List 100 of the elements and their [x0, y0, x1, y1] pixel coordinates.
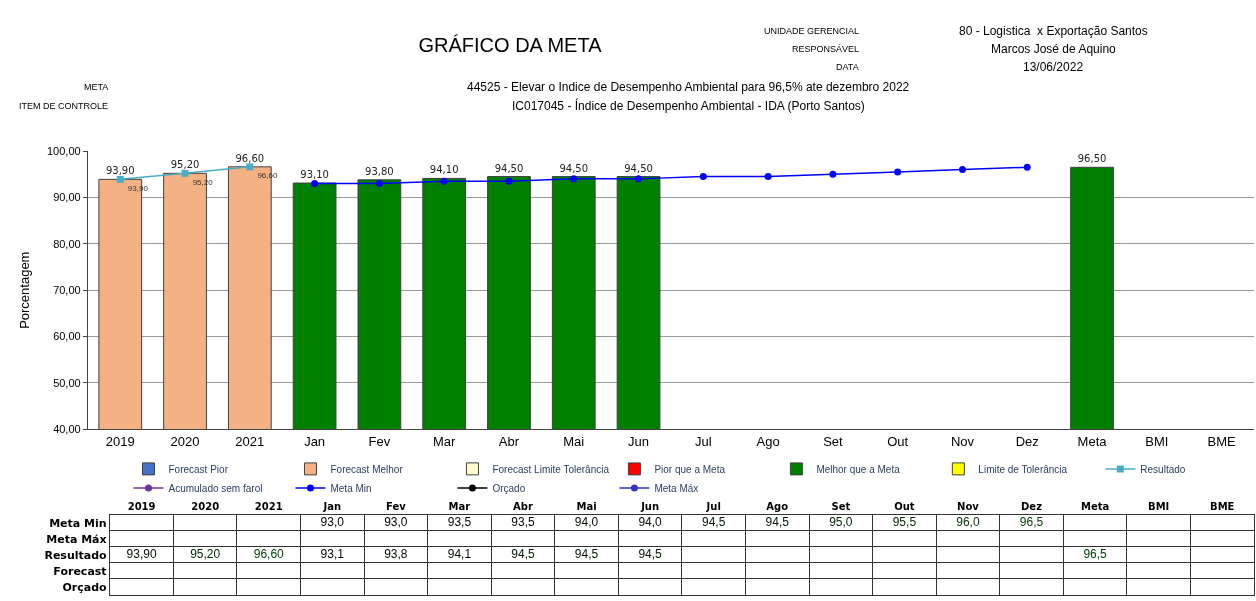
data-label: 93,5 [511, 514, 535, 529]
data-label: 94,50 [494, 162, 524, 174]
x-tick-label: Fev [368, 433, 391, 449]
text: 13/06/2022 [1023, 60, 1084, 74]
point [894, 168, 902, 176]
x-tick-label: Set [831, 500, 851, 512]
point [958, 166, 966, 174]
data-label: 94,50 [624, 162, 653, 174]
data-label: 96,0 [956, 514, 980, 529]
data-label: 93,90 [105, 165, 135, 177]
x-tick-label: Jan [322, 500, 342, 512]
point [635, 175, 643, 183]
x-tick-label: Meta [1080, 500, 1110, 512]
point [181, 169, 189, 177]
x-tick-label: 2020 [170, 433, 200, 449]
x-tick-label: 2021 [235, 433, 265, 449]
x-tick-label: BME [1210, 500, 1235, 512]
x-tick-label: Jul [695, 433, 712, 449]
x-tick-label: Jul [705, 500, 721, 512]
data-label: 94,5 [765, 514, 790, 529]
data-label: 94,1 [447, 546, 472, 561]
data-label: 93,0 [320, 514, 345, 529]
legend-label: Resultado [1140, 463, 1186, 475]
x-tick-label: BMI [1148, 500, 1170, 512]
text: 44525 - Elevar o Indice de Desempenho Ambiental para 96,5% ate dezembro 2022 [467, 80, 910, 94]
data-label: 94,50 [559, 162, 589, 174]
data-label: 96,50 [1077, 153, 1107, 165]
x-tick-label: Ago [756, 433, 780, 449]
legend-label: Acumulado sem farol [168, 482, 263, 494]
y-tick-label: Orçado [62, 580, 108, 594]
text: 80 - Logistica x Exportação Santos [959, 24, 1148, 38]
data-label: 96,5 [1083, 546, 1108, 561]
legend-label: Melhor que a Meta [816, 463, 901, 475]
data-label: 94,0 [574, 514, 599, 529]
data-label: 93,8 [384, 546, 408, 561]
x-tick-label: Nov [950, 433, 975, 449]
data-label: 94,5 [638, 546, 663, 561]
x-tick-label: 2020 [191, 500, 220, 512]
x-tick-label: Dez [1021, 500, 1043, 512]
point [375, 180, 383, 188]
x-tick-label: Mai [563, 433, 585, 449]
point [829, 170, 837, 178]
x-tick-label: Dez [1015, 433, 1039, 449]
chart-title: GRÁFICO DA META [418, 34, 603, 56]
x-tick-label: Jun [628, 433, 650, 449]
data-label: 93,10 [300, 169, 329, 181]
legend-label: Orçado [492, 482, 526, 494]
y-tick-label: Forecast [53, 564, 107, 578]
x-tick-label: Ago [766, 500, 789, 512]
point [311, 180, 319, 188]
x-tick-label: Mai [576, 500, 597, 512]
text: Marcos José de Aquino [991, 42, 1117, 56]
y-tick-label: 100,00 [47, 144, 81, 157]
data-label: 94,0 [638, 514, 663, 529]
y-axis-title: Porcentagem [16, 251, 32, 329]
point [505, 177, 513, 185]
point [440, 177, 448, 185]
y-tick-label: 90,00 [53, 191, 81, 204]
data-label: 96,60 [253, 546, 285, 561]
data-label: 95,20 [170, 159, 200, 171]
x-tick-label: BME [1207, 433, 1237, 449]
legend-label: Meta Min [330, 482, 372, 494]
text: IC017045 - Índice de Desempenho Ambiental - IDA (Porto Santos) [512, 98, 865, 113]
data-label: 96,60 [235, 152, 265, 164]
point [116, 175, 124, 183]
x-tick-label: 2019 [105, 433, 135, 449]
text: META [84, 82, 109, 92]
x-tick-label: 2019 [127, 500, 156, 512]
x-tick-label: Mar [448, 500, 471, 512]
y-tick-label: 80,00 [53, 237, 81, 250]
y-tick-label: 50,00 [53, 376, 81, 389]
legend-label: Pior que a Meta [654, 463, 726, 475]
x-tick-label: Jun [640, 500, 660, 512]
x-tick-label: Abr [498, 433, 520, 449]
data-label: 93,0 [384, 514, 408, 529]
legend-label: Forecast Pior [168, 463, 229, 475]
text: RESPONSÁVEL [792, 44, 860, 54]
y-tick-label: 60,00 [53, 330, 81, 343]
data-label: 93,5 [447, 514, 472, 529]
data-label: 94,10 [429, 164, 459, 176]
data-label: 95,0 [829, 514, 853, 529]
x-tick-label: BMI [1145, 433, 1169, 449]
x-tick-label: Out [894, 500, 915, 512]
x-tick-label: Out [887, 433, 909, 449]
x-tick-label: Set [823, 433, 844, 449]
legend-label: Meta Máx [654, 482, 699, 494]
data-label: 94,5 [511, 546, 535, 561]
data-label: 93,1 [320, 546, 345, 561]
point [246, 163, 254, 171]
data-label: 95,20 [190, 546, 221, 561]
x-tick-label: Nov [957, 500, 980, 512]
x-tick-label: Fev [386, 500, 407, 512]
legend-label: Forecast Limite Tolerância [492, 463, 610, 475]
point [764, 173, 772, 181]
data-label: 93,80 [365, 165, 394, 177]
x-tick-label: Jan [304, 433, 326, 449]
data-label: 94,5 [702, 514, 726, 529]
point [570, 175, 578, 183]
text: UNIDADE GERENCIAL [764, 26, 860, 36]
x-tick-label: 2021 [254, 500, 283, 512]
